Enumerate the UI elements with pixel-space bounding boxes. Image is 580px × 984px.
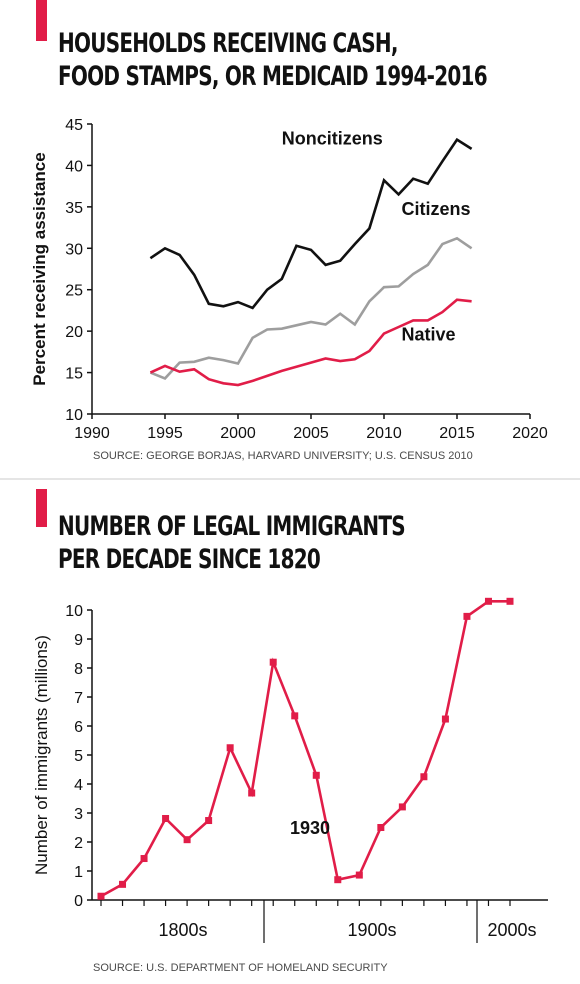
chart-2-y-tick-label: 1 [74,864,83,881]
section-divider [0,478,580,480]
chart-2-y-tick-label: 2 [74,835,83,852]
chart-1-title-line-2: FOOD STAMPS, OR MEDICAID 1994-2016 [58,61,488,92]
chart-2-y-tick-label: 5 [74,748,83,765]
chart-1-y-tick-label: 15 [65,366,83,383]
data-point-1920 [312,771,320,779]
chart-1-y-tick-label: 35 [65,200,83,217]
data-point-1860 [183,836,191,844]
data-point-1970 [420,773,428,781]
chart-1-y-tick-label: 45 [65,117,83,134]
data-point-1990 [463,612,471,620]
chart-1-title: HOUSEHOLDS RECEIVING CASH, FOOD STAMPS, … [58,27,488,93]
chart-1-y-tick-label: 20 [65,324,83,341]
chart-1-x-tick-label: 2020 [512,425,548,442]
data-point-1980 [441,715,449,723]
chart-1-y-tick-label: 10 [65,407,83,424]
data-point-2000 [484,597,492,605]
data-point-1840 [140,855,148,863]
series-label-noncitizens: Noncitizens [282,129,383,149]
chart-2-y-tick-label: 10 [65,603,83,620]
data-point-1890 [248,789,256,797]
chart-2-y-tick-label: 6 [74,719,83,736]
chart-1-y-tick-label: 40 [65,158,83,175]
data-point-2010 [506,597,514,605]
data-point-1820 [97,892,105,900]
annotation-1930: 1930 [290,818,330,838]
welfare-chart: 10 15 20 25 30 35 40 45 1990 1995 2000 2005 2010 201… [30,117,548,462]
chart-1-y-tick-label: 25 [65,283,83,300]
chart-1-x-tick-label: 2000 [220,425,256,442]
series-line-noncitizens [149,137,473,310]
chart-2-title-line-1: NUMBER OF LEGAL IMMIGRANTS [58,511,406,542]
chart-2-source: SOURCE: U.S. DEPARTMENT OF HOMELAND SECU… [93,962,388,974]
chart-1-x-tick-label: 1990 [74,425,110,442]
chart-1-title-line-1: HOUSEHOLDS RECEIVING CASH, [58,28,398,59]
data-point-1870 [205,817,213,825]
chart-1-x-tick-label: 1995 [147,425,183,442]
x-segment-2000s: 2000s [487,920,536,940]
chart-2-title-line-2: PER DECADE SINCE 1820 [58,544,321,575]
chart-1-y-axis-title: Percent receiving assistance [30,152,49,385]
chart-1-y-tick-label: 30 [65,241,83,258]
chart-1-x-tick-label: 2010 [366,425,402,442]
chart-2-y-tick-label: 3 [74,806,83,823]
data-point-1910 [291,712,299,720]
x-segment-1900s: 1900s [347,920,396,940]
chart-2-title: NUMBER OF LEGAL IMMIGRANTS PER DECADE SI… [58,510,406,576]
series-label-native: Native [402,324,456,344]
immigration-chart: 0 1 2 3 4 5 6 7 8 9 10 1800s 1900s 2000s 1930 Numb… [32,597,548,974]
chart-2-y-tick-label: 0 [74,893,83,910]
series-line-citizens [149,236,473,380]
chart-2-y-tick-label: 4 [74,777,83,794]
data-point-1850 [162,815,170,823]
chart-2-y-axis-title: Number of immigrants (millions) [32,635,51,875]
data-point-1940 [355,871,363,879]
data-point-1900 [269,658,277,666]
chart-2-y-tick-label: 8 [74,661,83,678]
data-point-1930 [334,876,342,884]
series-label-citizens: Citizens [402,199,471,219]
data-point-1880 [226,744,234,752]
chart-1-source: SOURCE: GEORGE BORJAS, HARVARD UNIVERSIT… [93,450,473,462]
title-accent-bar-1 [36,0,47,41]
chart-1-x-tick-label: 2015 [439,425,475,442]
data-point-1830 [119,880,127,888]
chart-2-y-tick-label: 9 [74,632,83,649]
x-segment-1800s: 1800s [158,920,207,940]
chart-1-x-tick-label: 2005 [293,425,329,442]
title-accent-bar-2 [36,489,47,527]
data-point-1950 [377,824,385,831]
series-line-immigrants [100,600,510,898]
chart-2-y-tick-label: 7 [74,690,83,707]
data-point-1960 [398,803,406,811]
series-line-native [149,298,472,387]
